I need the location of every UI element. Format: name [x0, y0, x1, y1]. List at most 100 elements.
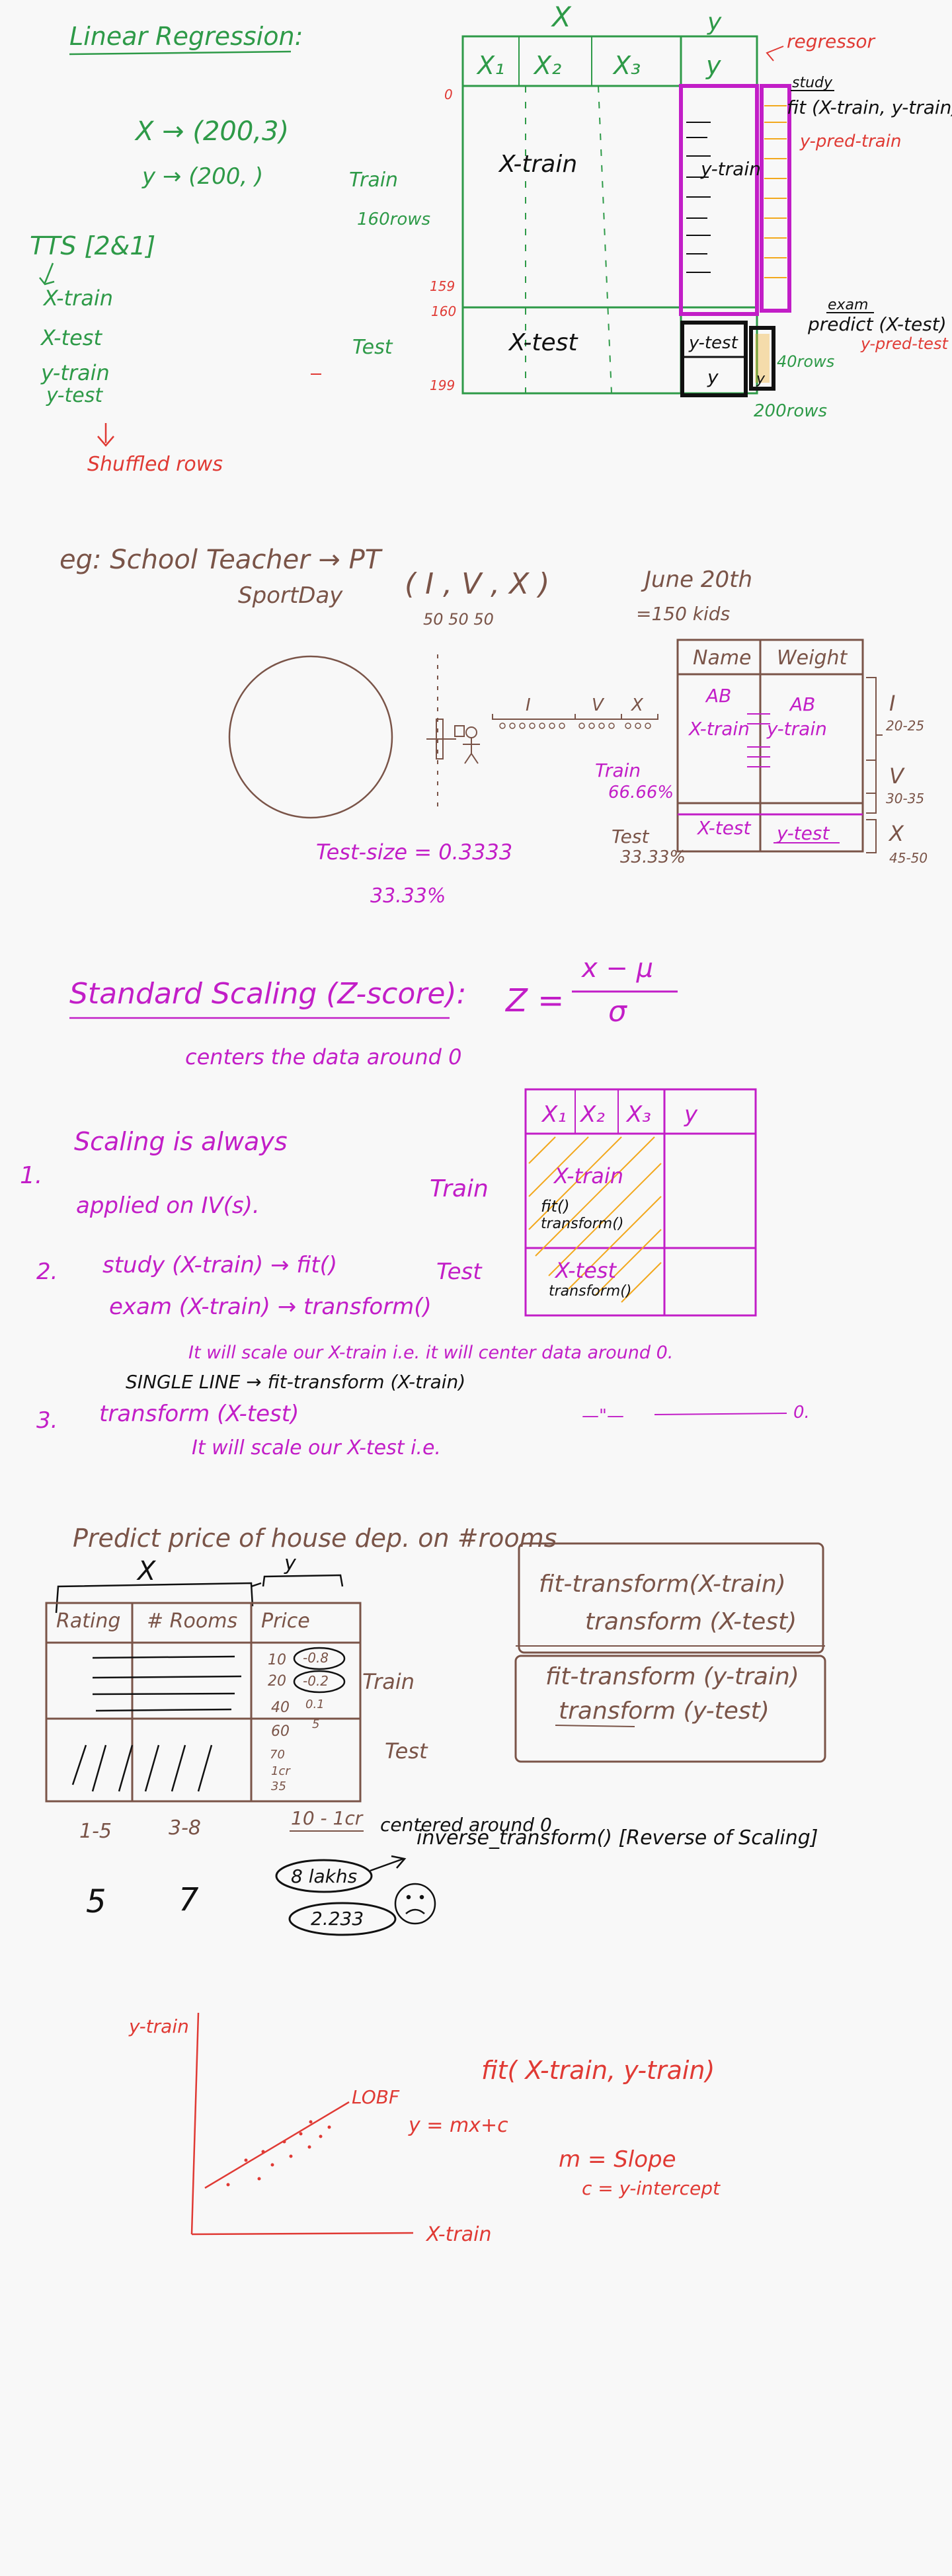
- test-size-text: Test-size = 0.3333: [316, 839, 512, 865]
- table-x-header: X: [551, 1, 572, 33]
- step3-ditto-line: [654, 1413, 787, 1415]
- price-val-60: 60: [271, 1723, 290, 1740]
- rooms-range: 3-8: [169, 1816, 201, 1840]
- y-pred-test-fill: [755, 334, 770, 383]
- line-equation: y = mx+c: [408, 2114, 508, 2137]
- section-linear-regression: Linear Regression: X → (200,3) y → (200,…: [30, 1, 952, 476]
- y-test-cell: y-test: [688, 333, 738, 353]
- price-val-20: 20: [268, 1673, 286, 1690]
- y-pred-test-cell: y: [756, 371, 766, 387]
- formula-numerator: x − μ: [580, 953, 653, 984]
- lakhs-text: 8 lakhs: [291, 1865, 357, 1887]
- house-table: [45, 1602, 362, 1803]
- y-pred-test-box: [749, 326, 775, 391]
- exam-label: exam: [828, 297, 868, 313]
- tts-arrow-icon: [39, 262, 55, 286]
- weight-table: [676, 639, 864, 853]
- single-line-text: SINGLE LINE → fit-transform (X-train): [126, 1371, 465, 1393]
- scaling-col-y: y: [684, 1101, 698, 1128]
- lobf-label: LOBF: [352, 2086, 400, 2108]
- house-col-rating: Rating: [56, 1610, 120, 1633]
- house-test-rows-hatching: [71, 1744, 213, 1792]
- section-house-price: Predict price of house dep. on #rooms X …: [45, 1524, 826, 1936]
- range-roman-x: X: [888, 821, 904, 846]
- train-pct-value: 66.66%: [608, 783, 674, 802]
- fit-label: fit (X-train, y-train): [787, 97, 952, 118]
- y-train-cell: y-train: [700, 158, 761, 180]
- step3-line: transform (X-test): [99, 1401, 299, 1427]
- scaled-circle-2: [293, 1670, 346, 1694]
- predict-label: predict (X-test): [807, 313, 947, 335]
- row-mark-199: 199: [430, 377, 455, 393]
- rating-range: 1-5: [79, 1820, 112, 1843]
- number-seven: 7: [178, 1881, 199, 1918]
- scaling-col-x2: X₂: [579, 1101, 605, 1128]
- row-mark-0: 0: [444, 87, 453, 102]
- transform-underline: [555, 1725, 635, 1727]
- inverse-arrow-icon: [370, 1855, 407, 1872]
- roman-v-label: V: [592, 695, 605, 715]
- y-test-box: [680, 321, 748, 397]
- x-train-name-cell: X-train: [688, 718, 750, 740]
- shuffled-rows-text: Shuffled rows: [87, 453, 223, 476]
- price-val-10: 10: [268, 1652, 286, 1668]
- rows-200-label: 200rows: [754, 401, 827, 421]
- y-pred-train-hatching: [764, 105, 787, 278]
- range-roman-i: I: [889, 691, 895, 716]
- house-train-rows: [92, 1655, 242, 1712]
- range-bracket-v: [866, 760, 877, 814]
- scaled-value-text: 2.233: [311, 1908, 364, 1930]
- kids-dots: [499, 722, 651, 729]
- box-line-fit-x: fit-transform(X-train): [539, 1571, 786, 1598]
- scaling-col-x1: X₁: [541, 1101, 567, 1128]
- scaling-table-hatching: [528, 1136, 662, 1303]
- date-text: June 20th: [641, 566, 752, 593]
- test-pct-value: 33.33%: [620, 847, 686, 867]
- number-five: 5: [86, 1883, 106, 1920]
- study-label: study: [792, 75, 833, 91]
- fit-transform-box-top: [518, 1542, 824, 1654]
- roman-x-label: X: [630, 695, 644, 715]
- heading-underline: [69, 50, 292, 56]
- tts-item-x-test: X-test: [40, 325, 102, 350]
- house-y-label: y: [284, 1552, 297, 1575]
- house-train-label: Train: [362, 1669, 415, 1694]
- step3-note: It will scale our X-test i.e.: [192, 1436, 441, 1460]
- col-x3: X₃: [612, 51, 641, 80]
- test-size-percent: 33.33%: [370, 884, 446, 908]
- house-col-rooms: # Rooms: [147, 1610, 237, 1633]
- regressor-label: regressor: [787, 30, 876, 52]
- step1-line1: Scaling is always: [74, 1127, 288, 1156]
- shuffle-arrow-icon: [97, 423, 114, 447]
- scaled-val-3: 0.1: [305, 1698, 325, 1711]
- house-y-bracket: [262, 1574, 344, 1587]
- scaling-train-label: Train: [430, 1175, 489, 1202]
- standard-scaling-title: Standard Scaling (Z-score):: [69, 977, 466, 1011]
- rows-40-label: 40rows: [777, 352, 834, 371]
- lobf-line: [204, 2101, 350, 2189]
- x-train-cell: X-train: [498, 151, 577, 178]
- tts-item-y-test: y-test: [46, 384, 103, 407]
- intercept-text: c = y-intercept: [582, 2177, 721, 2199]
- formula-z: Z =: [504, 982, 564, 1019]
- box-line-transform-y: transform (y-test): [559, 1698, 770, 1725]
- axis-x: [191, 2232, 414, 2236]
- house-price-title: Predict price of house dep. on #rooms: [73, 1524, 557, 1553]
- tts-item-y-train: y-train: [40, 360, 110, 385]
- y-pred-train-column: [760, 84, 791, 313]
- box-icon: [454, 725, 465, 737]
- kids-total-text: =150 kids: [636, 603, 730, 625]
- tts-item-x-train: X-train: [42, 286, 113, 311]
- sad-face-icon: [394, 1883, 436, 1925]
- step2-line2: exam (X-train) → transform(): [109, 1294, 432, 1320]
- axis-y-label: y-train: [128, 2015, 189, 2037]
- scaling-transform-test-cell: transform(): [549, 1283, 631, 1300]
- x-test-cell: X-test: [508, 329, 578, 356]
- scatter-points: [226, 2120, 331, 2187]
- class-brackets: [492, 714, 658, 720]
- step1-number: 1.: [20, 1162, 42, 1189]
- step2-line1: study (X-train) → fit(): [102, 1252, 337, 1278]
- centers-text: centers the data around 0: [185, 1044, 461, 1070]
